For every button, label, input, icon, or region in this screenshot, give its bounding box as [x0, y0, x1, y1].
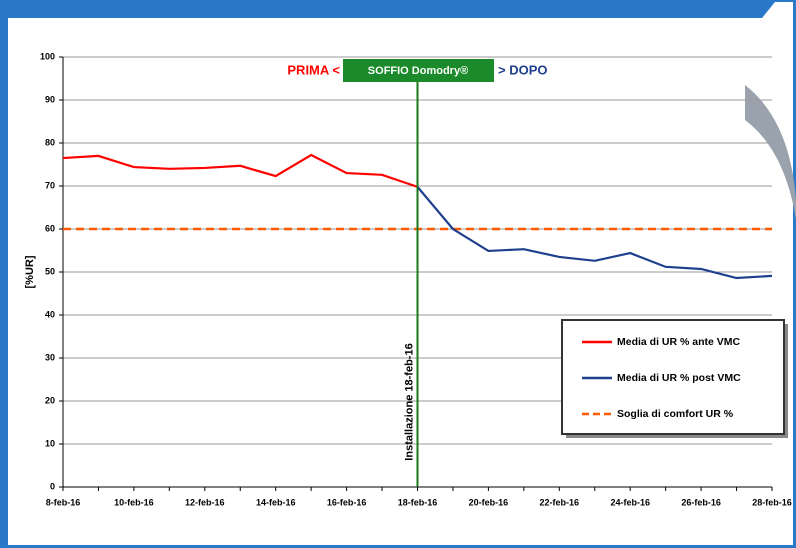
y-tick-label: 30: [45, 352, 55, 362]
y-tick-label: 40: [45, 309, 55, 319]
x-tick-label: 10-feb-16: [114, 497, 154, 507]
y-tick-label: 100: [40, 51, 55, 61]
x-tick-label: 12-feb-16: [185, 497, 225, 507]
y-tick-label: 70: [45, 180, 55, 190]
marker-label: Installazione 18-feb-16: [403, 343, 415, 460]
x-tick-label: 26-feb-16: [681, 497, 721, 507]
y-tick-label: 20: [45, 395, 55, 405]
top-bar: [0, 0, 796, 18]
y-tick-label: 50: [45, 266, 55, 276]
x-tick-label: 24-feb-16: [610, 497, 650, 507]
legend-label: Media di UR % post VMC: [617, 372, 741, 384]
product-label: SOFFIO Domodry®: [368, 65, 468, 77]
background: [0, 0, 796, 548]
y-tick-label: 10: [45, 438, 55, 448]
x-tick-label: 8-feb-16: [46, 497, 81, 507]
y-tick-label: 0: [50, 481, 55, 491]
y-tick-label: 90: [45, 94, 55, 104]
legend-label: Media di UR % ante VMC: [617, 336, 741, 348]
y-tick-label: 60: [45, 223, 55, 233]
x-tick-label: 28-feb-16: [752, 497, 792, 507]
x-tick-label: 16-feb-16: [327, 497, 367, 507]
before-label: PRIMA <: [287, 62, 340, 77]
x-tick-label: 22-feb-16: [540, 497, 580, 507]
legend-label: Soglia di comfort UR %: [617, 408, 734, 420]
y-tick-label: 80: [45, 137, 55, 147]
x-tick-label: 14-feb-16: [256, 497, 296, 507]
left-border: [0, 0, 8, 548]
chart: [%UR] PRIMA < SOFFIO Domodry® > DOPO 0 10…: [0, 0, 796, 548]
y-axis-label: [%UR]: [24, 255, 36, 288]
x-tick-label: 18-feb-16: [398, 497, 438, 507]
x-tick-label: 20-feb-16: [469, 497, 509, 507]
after-label: > DOPO: [498, 62, 548, 77]
